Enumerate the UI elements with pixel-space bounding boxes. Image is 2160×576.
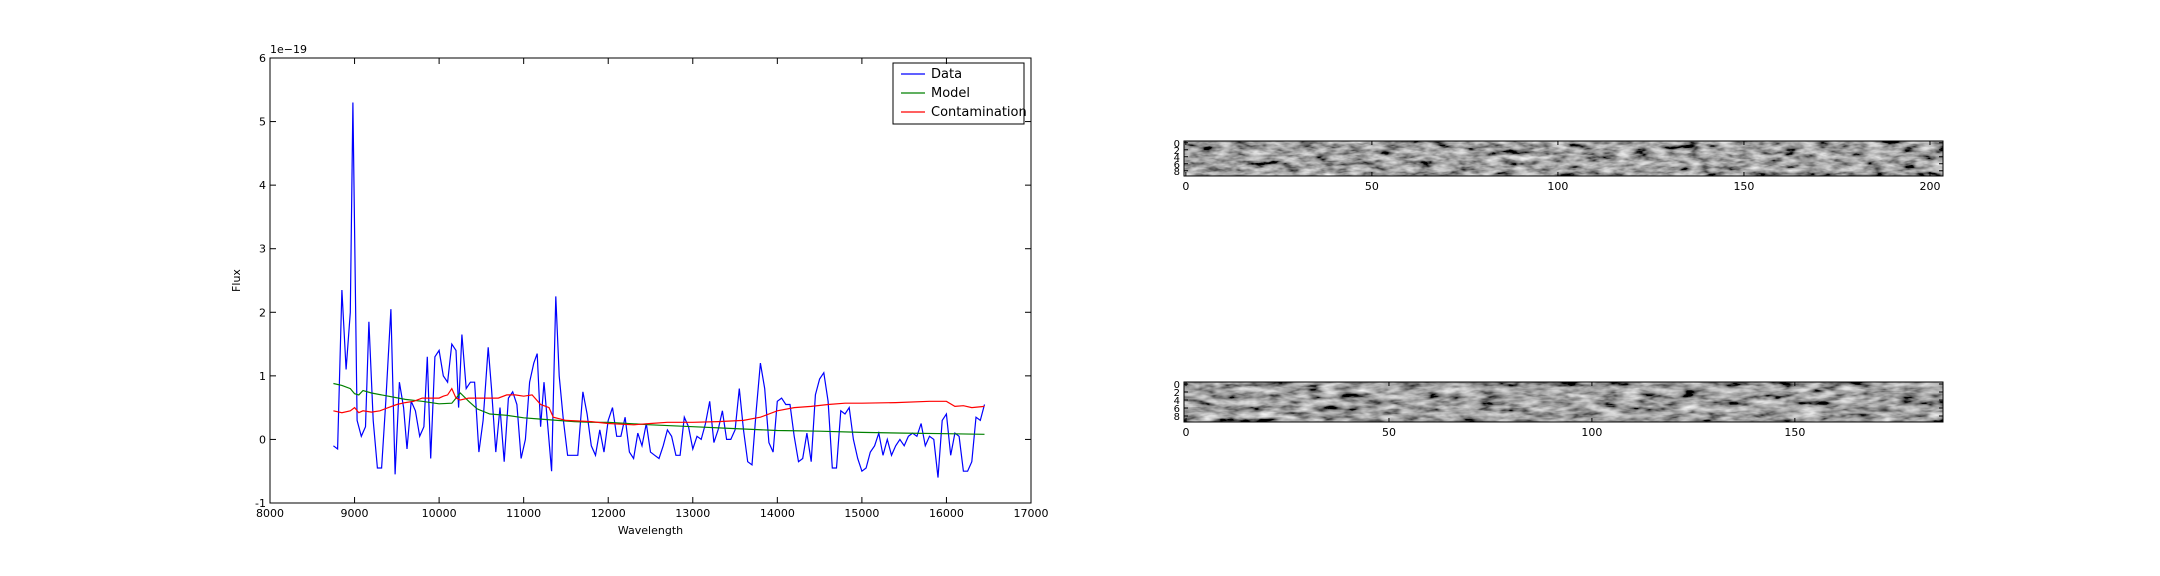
x-tick-label: 9000 bbox=[341, 507, 369, 520]
x-axis-label: Wavelength bbox=[618, 524, 683, 537]
y-tick-label: 4 bbox=[1174, 396, 1180, 407]
y-tick-label: 4 bbox=[1174, 153, 1180, 164]
y-tick-label: -1 bbox=[255, 497, 266, 510]
data-line bbox=[333, 102, 986, 478]
x-tick-label: 100 bbox=[1581, 426, 1602, 439]
x-tick-label: 14000 bbox=[760, 507, 795, 520]
y-tick-label: 8 bbox=[1174, 412, 1180, 423]
data-line bbox=[333, 387, 985, 426]
offset-text: 1e−19 bbox=[270, 43, 307, 56]
y-tick-label: 2 bbox=[1174, 388, 1180, 399]
x-tick-label: 200 bbox=[1919, 180, 1940, 193]
legend-label: Data bbox=[931, 67, 962, 82]
y-axis-label: Flux bbox=[230, 269, 243, 292]
x-tick-label: 13000 bbox=[675, 507, 710, 520]
x-tick-label: 100 bbox=[1547, 180, 1568, 193]
x-tick-label: 16000 bbox=[929, 507, 964, 520]
y-tick-label: 0 bbox=[259, 433, 266, 446]
legend-label: Contamination bbox=[931, 105, 1027, 120]
x-tick-label: 0 bbox=[1183, 426, 1190, 439]
y-tick-label: 5 bbox=[259, 116, 266, 129]
y-tick-label: 4 bbox=[259, 179, 266, 192]
plot-frame bbox=[1183, 140, 1944, 177]
y-tick-label: 0 bbox=[1174, 380, 1180, 391]
y-tick-label: 3 bbox=[259, 243, 266, 256]
x-tick-label: 150 bbox=[1733, 180, 1754, 193]
x-tick-label: 11000 bbox=[506, 507, 541, 520]
image-pixels bbox=[1184, 382, 1943, 422]
y-tick-label: 6 bbox=[1174, 160, 1180, 171]
y-tick-label: 6 bbox=[1174, 404, 1180, 415]
plot-frame bbox=[1183, 381, 1944, 423]
x-tick-label: 150 bbox=[1784, 426, 1805, 439]
x-tick-label: 17000 bbox=[1014, 507, 1049, 520]
y-tick-label: 0 bbox=[1174, 139, 1180, 150]
x-tick-label: 12000 bbox=[591, 507, 626, 520]
x-tick-label: 10000 bbox=[422, 507, 457, 520]
data-line bbox=[333, 382, 985, 435]
x-tick-label: 8000 bbox=[256, 507, 284, 520]
y-tick-label: 6 bbox=[259, 52, 266, 65]
legend-label: Model bbox=[931, 86, 970, 101]
image-pixels bbox=[1184, 141, 1943, 176]
y-tick-label: 2 bbox=[259, 306, 266, 319]
x-tick-label: 15000 bbox=[844, 507, 879, 520]
y-tick-label: 1 bbox=[259, 370, 266, 383]
x-tick-label: 50 bbox=[1365, 180, 1379, 193]
x-tick-label: 0 bbox=[1182, 180, 1189, 193]
y-tick-label: 8 bbox=[1174, 167, 1180, 178]
x-tick-label: 50 bbox=[1382, 426, 1396, 439]
y-tick-label: 2 bbox=[1174, 146, 1180, 157]
plot-frame bbox=[269, 57, 1032, 504]
